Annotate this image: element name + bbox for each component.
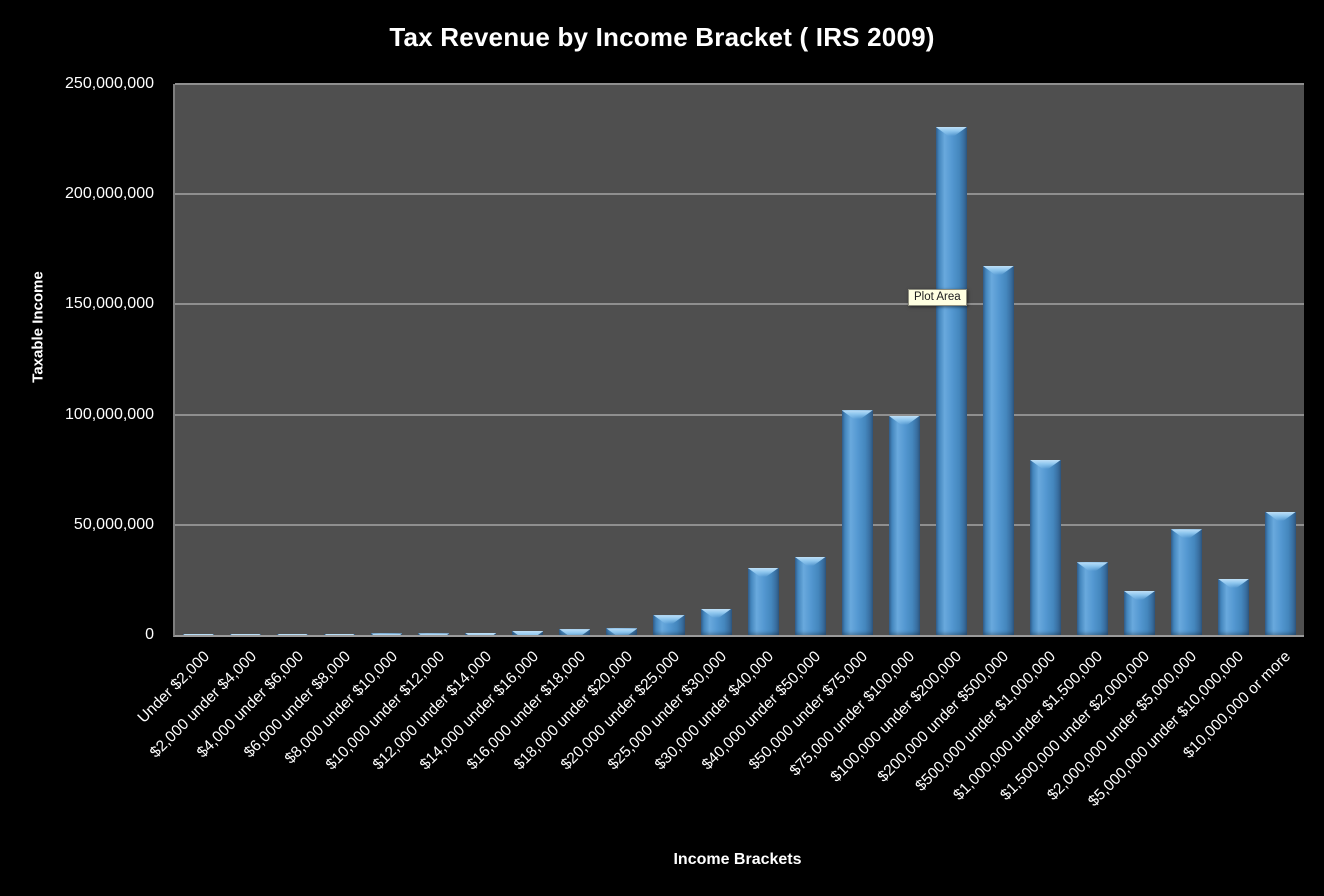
y-tick-label: 50,000,000 xyxy=(73,515,154,533)
bar-slot xyxy=(975,84,1022,635)
gridline-100000000 xyxy=(175,413,1304,416)
bar-12[interactable] xyxy=(700,608,732,635)
bar-slot xyxy=(693,84,740,635)
bar-10[interactable] xyxy=(606,628,638,635)
bar-6[interactable] xyxy=(418,633,450,635)
bar-3[interactable] xyxy=(277,633,309,635)
y-tick-label: 100,000,000 xyxy=(65,405,154,423)
gridline-200000000 xyxy=(175,193,1304,196)
bar-slot xyxy=(1210,84,1257,635)
y-tick-label: 200,000,000 xyxy=(65,185,154,203)
bar-slot xyxy=(410,84,457,635)
bar-slot xyxy=(1163,84,1210,635)
bar-slot xyxy=(504,84,551,635)
bar-slot xyxy=(834,84,881,635)
bar-slot xyxy=(316,84,363,635)
gridline-150000000 xyxy=(175,303,1304,306)
bar-5[interactable] xyxy=(371,633,403,635)
bar-slot xyxy=(175,84,222,635)
y-tick-label: 0 xyxy=(145,626,154,643)
bar-24[interactable] xyxy=(1265,511,1297,635)
bar-7[interactable] xyxy=(465,633,497,635)
chart-title: Tax Revenue by Income Bracket ( IRS 2009… xyxy=(389,22,935,52)
bar-23[interactable] xyxy=(1218,578,1250,635)
bar-2[interactable] xyxy=(230,633,262,635)
gridline-50000000 xyxy=(175,523,1304,526)
bar-slot xyxy=(222,84,269,635)
bar-slot xyxy=(457,84,504,635)
bar-1[interactable] xyxy=(183,633,215,635)
bar-19[interactable] xyxy=(1029,459,1061,635)
gridline-250000000 xyxy=(175,83,1304,85)
x-axis-title: Income Brackets xyxy=(673,851,802,868)
bar-series xyxy=(175,84,1304,635)
bar-17[interactable] xyxy=(935,126,967,635)
y-axis-tick-labels: 0 50,000,000 100,000,000 150,000,000 200,000… xyxy=(0,75,160,643)
bar-4[interactable] xyxy=(324,633,356,635)
y-tick-label: 150,000,000 xyxy=(65,295,154,313)
bar-14[interactable] xyxy=(794,556,826,635)
bar-slot xyxy=(1257,84,1304,635)
bar-16[interactable] xyxy=(888,415,920,635)
bar-21[interactable] xyxy=(1123,590,1155,635)
bar-slot xyxy=(551,84,598,635)
bar-slot xyxy=(881,84,928,635)
plot-area[interactable] xyxy=(173,83,1304,637)
bar-slot xyxy=(740,84,787,635)
bar-18[interactable] xyxy=(982,265,1014,635)
bar-slot xyxy=(269,84,316,635)
plot-area-tooltip: Plot Area xyxy=(908,289,967,306)
bar-20[interactable] xyxy=(1076,562,1108,635)
bar-9[interactable] xyxy=(559,629,591,635)
bar-8[interactable] xyxy=(512,631,544,635)
y-tick-label: 250,000,000 xyxy=(65,75,154,92)
bar-11[interactable] xyxy=(653,615,685,635)
bar-slot xyxy=(928,84,975,635)
bar-slot xyxy=(363,84,410,635)
bar-22[interactable] xyxy=(1170,529,1203,635)
bar-slot xyxy=(598,84,645,635)
bar-slot xyxy=(1069,84,1116,635)
bar-13[interactable] xyxy=(747,567,779,635)
bar-slot xyxy=(787,84,834,635)
bar-slot xyxy=(1022,84,1069,635)
bar-15[interactable] xyxy=(841,410,873,635)
bar-slot xyxy=(1116,84,1163,635)
bar-slot xyxy=(645,84,692,635)
x-axis-category-labels: Under $2,000 $2,000 under $4,000 $4,000 un… xyxy=(134,644,1302,864)
